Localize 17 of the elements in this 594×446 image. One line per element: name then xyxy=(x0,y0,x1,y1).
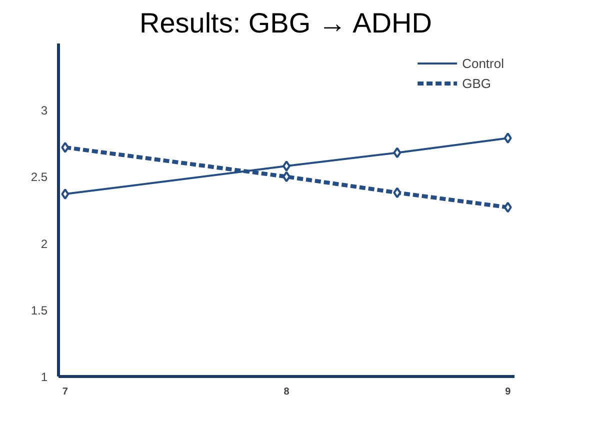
point xyxy=(61,142,70,153)
y-tick-label: 1 xyxy=(40,370,48,384)
x-tick-label: 9 xyxy=(505,386,512,398)
point xyxy=(504,132,512,144)
chart-title: Results: GBG → ADHD xyxy=(139,8,432,38)
x-tick-label: 8 xyxy=(284,386,290,398)
legend-label: GBG xyxy=(462,76,491,90)
x-tick-label: 7 xyxy=(62,386,68,398)
y-tick-label: 2.5 xyxy=(30,170,48,184)
point xyxy=(504,202,512,213)
point xyxy=(393,147,402,158)
legend-label: Control xyxy=(462,56,504,70)
y-tick-label: 2 xyxy=(40,236,48,251)
y-tick-label: 1.5 xyxy=(30,303,48,318)
point xyxy=(393,187,402,198)
y-tick-label: 3 xyxy=(40,104,48,118)
point xyxy=(61,188,70,200)
